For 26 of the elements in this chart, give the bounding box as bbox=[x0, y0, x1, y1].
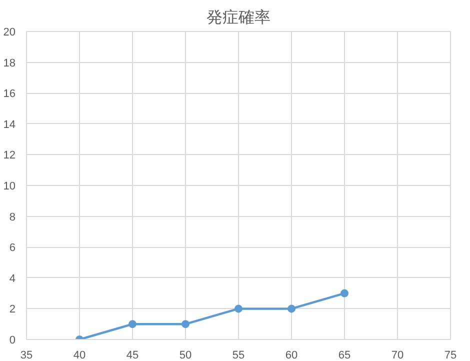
x-tick-label: 60 bbox=[285, 350, 298, 361]
y-tick-label: 6 bbox=[9, 242, 16, 254]
y-tick-label: 2 bbox=[9, 304, 16, 316]
point bbox=[340, 289, 348, 298]
y-tick-label: 20 bbox=[3, 26, 16, 38]
y-tick-label: 18 bbox=[3, 57, 16, 70]
x-tick-label: 75 bbox=[444, 350, 457, 361]
x-tick-label: 70 bbox=[391, 350, 404, 361]
y-tick-label: 8 bbox=[9, 211, 16, 224]
point bbox=[128, 320, 136, 328]
x-tick-label: 35 bbox=[20, 350, 33, 361]
y-tick-label: 16 bbox=[3, 88, 16, 100]
point bbox=[234, 304, 242, 313]
point bbox=[182, 320, 190, 328]
y-tick-label: 4 bbox=[9, 272, 16, 285]
point bbox=[288, 304, 296, 313]
chart-title: 発症確率 bbox=[206, 8, 270, 26]
y-tick-label: 0 bbox=[9, 334, 16, 346]
x-tick-label: 45 bbox=[126, 350, 139, 361]
x-tick-label: 50 bbox=[179, 350, 192, 361]
x-tick-label: 65 bbox=[338, 350, 351, 361]
y-tick-label: 10 bbox=[3, 180, 16, 192]
x-tick-label: 55 bbox=[232, 350, 245, 361]
x-tick-label: 40 bbox=[73, 350, 86, 361]
y-tick-label: 14 bbox=[3, 118, 16, 131]
y-tick-label: 12 bbox=[3, 150, 16, 162]
